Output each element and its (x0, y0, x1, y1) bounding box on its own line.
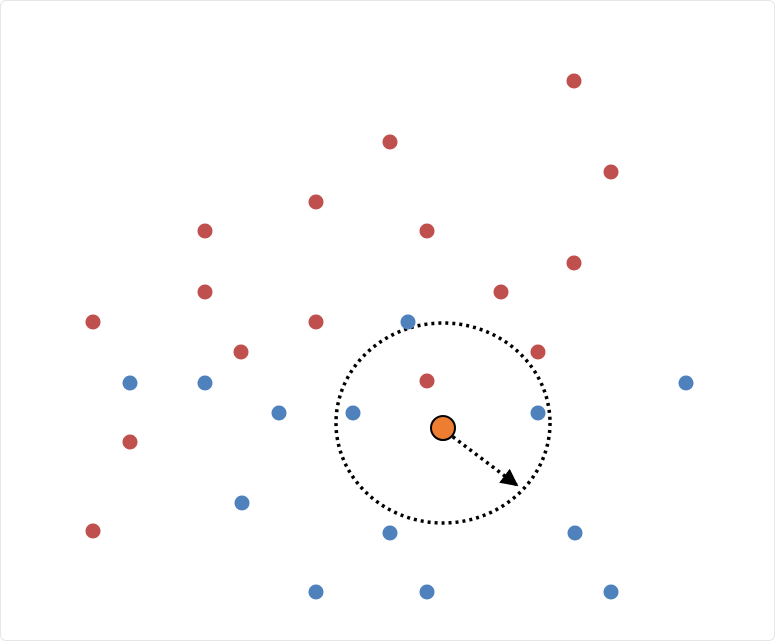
blue-data-point (345, 405, 361, 421)
red-data-point (566, 255, 582, 271)
blue-data-point (603, 584, 619, 600)
red-data-point (122, 434, 138, 450)
red-data-point (530, 344, 546, 360)
red-data-point (493, 284, 509, 300)
blue-data-point (197, 375, 213, 391)
blue-data-point (308, 584, 324, 600)
red-data-point (85, 314, 101, 330)
red-data-point (85, 523, 101, 539)
red-data-point (382, 134, 398, 150)
blue-data-point (382, 525, 398, 541)
red-data-point (308, 194, 324, 210)
red-data-point (419, 223, 435, 239)
blue-data-point (678, 375, 694, 391)
red-data-point (308, 314, 324, 330)
red-data-point (566, 73, 582, 89)
red-data-point (603, 164, 619, 180)
blue-data-point (567, 525, 583, 541)
red-data-point (233, 344, 249, 360)
query-point (430, 415, 456, 441)
blue-data-point (271, 405, 287, 421)
blue-data-point (530, 405, 546, 421)
radius-arrow (451, 435, 519, 487)
blue-data-point (400, 314, 416, 330)
neighborhood-circle (334, 321, 552, 525)
blue-data-point (122, 375, 138, 391)
blue-data-point (419, 584, 435, 600)
red-data-point (197, 284, 213, 300)
red-data-point (419, 373, 435, 389)
blue-data-point (234, 495, 250, 511)
data-points (85, 73, 694, 600)
red-data-point (197, 223, 213, 239)
